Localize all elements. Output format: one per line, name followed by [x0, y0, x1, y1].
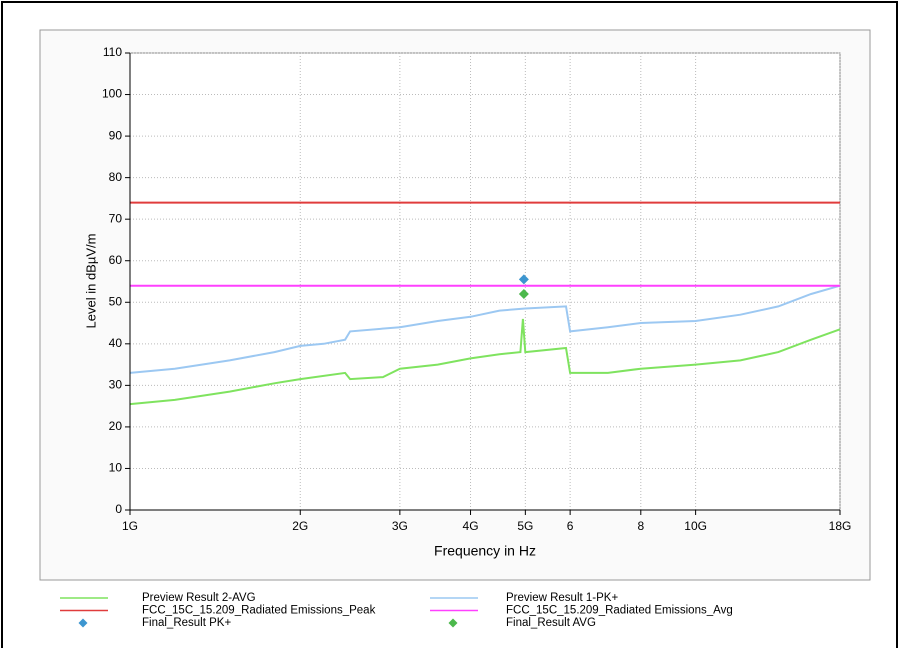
y-tick-label: 60	[109, 253, 123, 267]
legend-marker	[448, 618, 458, 628]
marker	[518, 274, 529, 285]
y-tick-label: 100	[102, 87, 122, 101]
marker	[518, 288, 529, 299]
x-tick-label: 8	[637, 519, 644, 533]
legend-label: Final_Result PK+	[142, 617, 231, 629]
x-tick-label: 6	[567, 519, 574, 533]
y-tick-label: 0	[115, 502, 122, 516]
x-tick-label: 2G	[292, 519, 308, 533]
x-tick-label: 10G	[684, 519, 707, 533]
x-tick-label: 4G	[463, 519, 479, 533]
series-line	[129, 284, 841, 374]
x-tick-label: 5G	[517, 519, 533, 533]
y-axis-label: Level in dBµV/m	[83, 234, 98, 329]
y-tick-label: 10	[109, 461, 123, 475]
x-tick-label: 3G	[392, 519, 408, 533]
series-line	[129, 318, 841, 406]
legend-label: Preview Result 1-PK+	[506, 592, 618, 604]
plot-area	[129, 52, 841, 511]
y-tick-label: 20	[109, 419, 123, 433]
legend-label: FCC_15C_15.209_Radiated Emissions_Peak	[142, 605, 376, 617]
y-tick-label: 110	[103, 45, 122, 59]
legend-label: Preview Result 2-AVG	[142, 592, 256, 604]
y-tick-label: 90	[109, 128, 123, 142]
x-axis-label: Frequency in Hz	[434, 543, 536, 559]
y-tick-label: 80	[109, 170, 123, 184]
x-tick-label: 18G	[829, 519, 852, 533]
legend-marker	[78, 618, 88, 628]
y-tick-label: 30	[109, 378, 123, 392]
y-tick-label: 40	[109, 336, 123, 350]
y-tick-label: 70	[109, 211, 123, 225]
x-tick-label: 1G	[122, 519, 138, 533]
legend-label: FCC_15C_15.209_Radiated Emissions_Avg	[506, 605, 733, 617]
y-tick-label: 50	[109, 294, 123, 308]
legend-label: Final_Result AVG	[506, 617, 596, 629]
